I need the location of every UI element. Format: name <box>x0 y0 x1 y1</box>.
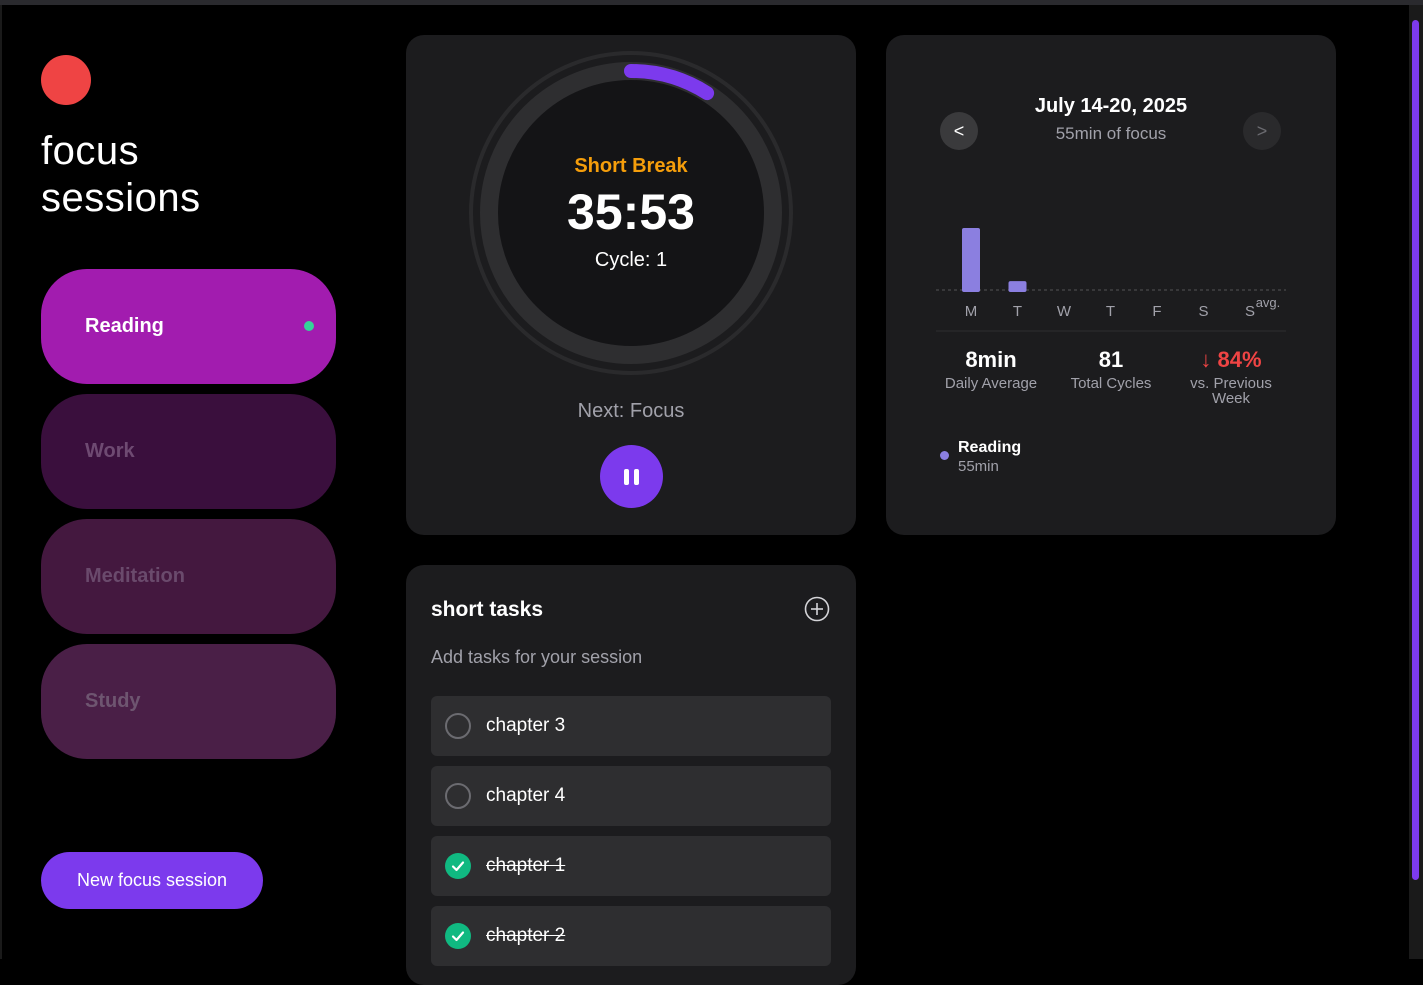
task-item[interactable]: chapter 4 <box>431 766 831 826</box>
x-tick-label: F <box>1152 303 1161 320</box>
session-item-study[interactable]: Study <box>41 644 336 759</box>
session-label: Work <box>85 440 135 462</box>
pause-icon <box>624 468 639 485</box>
week-range: July 14-20, 2025 <box>1034 95 1188 117</box>
timer-cycle: Cycle: 1 <box>594 249 668 271</box>
week-change-value: ↓ 84% <box>1176 347 1286 373</box>
window-left-border <box>0 5 2 959</box>
active-indicator <box>304 321 314 331</box>
week-change-number: 84% <box>1217 347 1262 372</box>
avg-label: avg. <box>1256 295 1281 310</box>
week-change-label: vs. Previous Week <box>1190 375 1272 407</box>
session-item-work[interactable]: Work <box>41 394 336 509</box>
week-change-stat: ↓ 84% vs. Previous Week <box>1176 347 1286 406</box>
x-tick-label: T <box>1013 303 1022 320</box>
unchecked-circle-icon[interactable] <box>445 783 471 809</box>
tasks-title: short tasks <box>431 598 544 621</box>
arrow-down-icon: ↓ <box>1200 347 1212 372</box>
week-total: 55min of focus <box>1055 124 1167 143</box>
task-name: chapter 2 <box>486 925 566 946</box>
x-tick-label: S <box>1198 303 1208 320</box>
check-circle-icon[interactable] <box>445 923 471 949</box>
x-tick-label: S <box>1245 303 1255 320</box>
new-focus-session-button[interactable]: New focus session <box>41 852 263 909</box>
task-item[interactable]: chapter 1 <box>431 836 831 896</box>
session-item-meditation[interactable]: Meditation <box>41 519 336 634</box>
weekly-bar-chart: avg. M T W T F S S <box>936 228 1286 332</box>
x-tick-label: M <box>965 303 978 320</box>
legend-session-value: 55min <box>958 458 999 475</box>
session-label: Meditation <box>85 565 185 587</box>
window-top-border <box>0 0 1423 5</box>
task-name: chapter 3 <box>486 715 566 736</box>
task-name: chapter 4 <box>486 785 566 806</box>
session-item-reading[interactable]: Reading <box>41 269 336 384</box>
next-week-button[interactable]: > <box>1243 112 1281 150</box>
daily-average-stat: 8min Daily Average <box>941 347 1041 391</box>
pause-button[interactable] <box>600 445 663 508</box>
stats-card: < > July 14-20, 2025 55min of focus avg.… <box>886 35 1336 535</box>
scrollbar[interactable] <box>1409 5 1423 959</box>
tasks-card: short tasks Add tasks for your session c… <box>406 565 856 985</box>
tasks-subtitle: Add tasks for your session <box>431 647 643 667</box>
timer-phase: Short Break <box>574 155 688 177</box>
total-cycles-value: 81 <box>1098 347 1124 372</box>
timer-time: 35:53 <box>567 184 695 240</box>
unchecked-circle-icon[interactable] <box>445 713 471 739</box>
task-item[interactable]: chapter 3 <box>431 696 831 756</box>
timer-next-phase: Next: Focus <box>577 400 685 422</box>
bar-1 <box>1008 281 1027 292</box>
session-label: Reading <box>85 315 164 337</box>
session-label: Study <box>85 690 141 712</box>
x-tick-label: W <box>1057 303 1072 320</box>
daily-average-value: 8min <box>965 347 1017 372</box>
task-name: chapter 1 <box>486 855 566 876</box>
bar-0 <box>962 228 980 292</box>
previous-week-button[interactable]: < <box>940 112 978 150</box>
total-cycles-stat: 81 Total Cycles <box>1061 347 1161 391</box>
legend-session-name: Reading <box>958 439 1022 456</box>
timer-ring <box>469 51 793 375</box>
timer-progress-arc <box>482 64 780 362</box>
legend-marker <box>940 451 949 460</box>
check-circle-icon[interactable] <box>445 853 471 879</box>
daily-average-label: Daily Average <box>944 375 1038 392</box>
task-item[interactable]: chapter 2 <box>431 906 831 966</box>
timer-card: Short Break 35:53 Cycle: 1 Next: Focus <box>406 35 856 535</box>
x-tick-label: T <box>1106 303 1115 320</box>
app-title: focus sessions <box>41 128 201 222</box>
app-title-line1: focus <box>41 129 140 173</box>
scrollbar-thumb[interactable] <box>1412 20 1419 880</box>
total-cycles-label: Total Cycles <box>1070 375 1152 392</box>
add-task-icon[interactable] <box>804 596 830 622</box>
app-logo <box>41 55 91 105</box>
app-title-line2: sessions <box>41 176 201 220</box>
